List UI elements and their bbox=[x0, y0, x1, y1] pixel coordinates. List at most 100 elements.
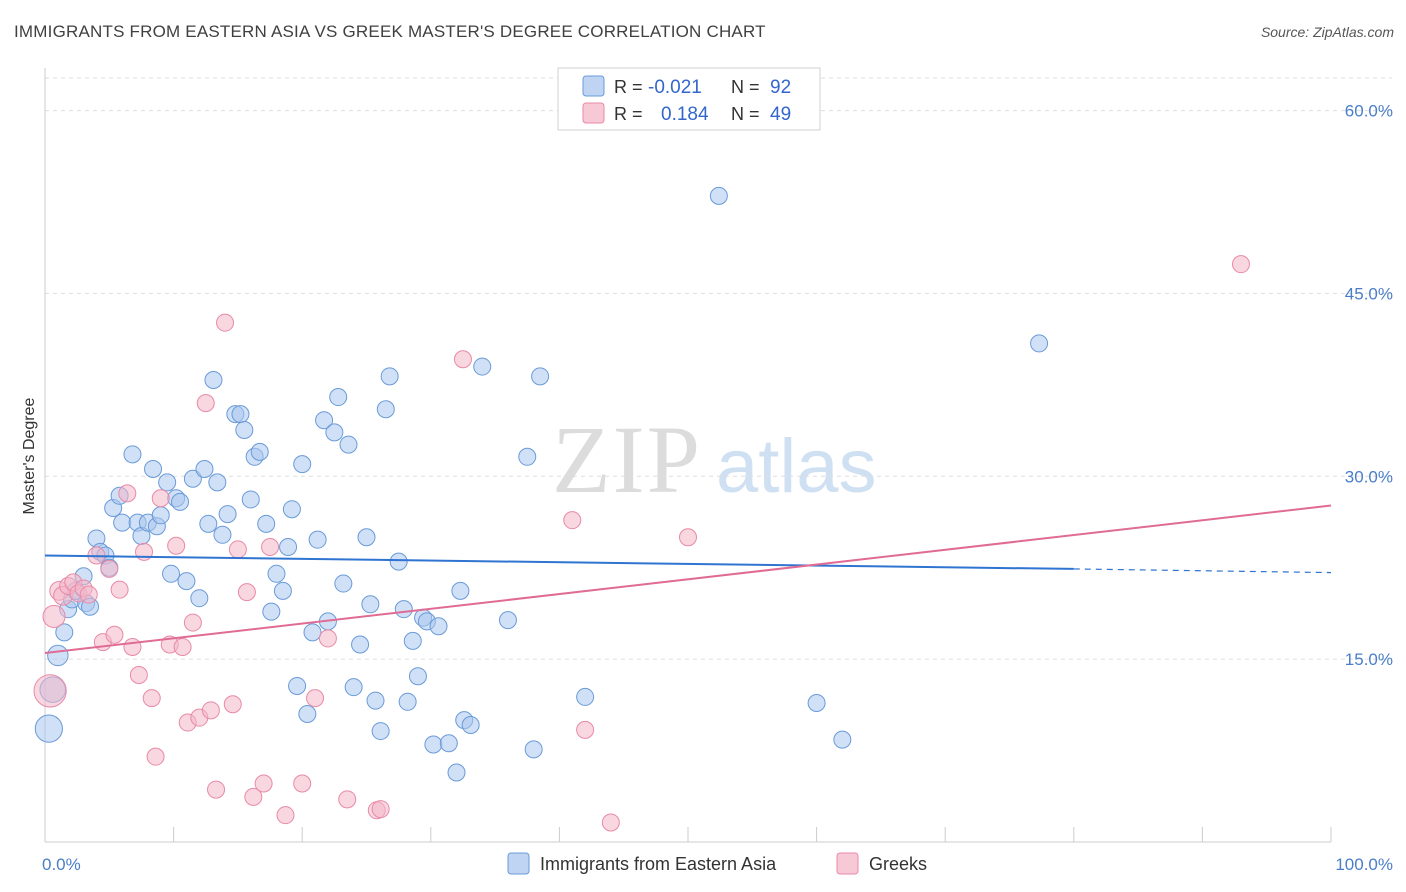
data-point-greeks bbox=[207, 780, 226, 799]
bottom-legend-label-blue: Immigrants from Eastern Asia bbox=[540, 854, 777, 874]
bottom-legend-label-pink: Greeks bbox=[869, 854, 927, 874]
data-point-eastern-asia bbox=[55, 623, 74, 642]
data-point-eastern-asia bbox=[183, 469, 202, 488]
data-point-greeks bbox=[318, 629, 337, 648]
data-point-eastern-asia bbox=[303, 623, 322, 642]
data-point-greeks bbox=[237, 583, 256, 602]
data-point-eastern-asia bbox=[403, 631, 422, 650]
data-point-eastern-asia bbox=[123, 445, 142, 464]
data-point-eastern-asia bbox=[518, 447, 537, 466]
data-point-eastern-asia bbox=[366, 691, 385, 710]
data-point-eastern-asia bbox=[195, 459, 214, 478]
data-point-eastern-asia bbox=[262, 602, 281, 621]
y-tick-label: 60.0% bbox=[1345, 102, 1393, 121]
chart-title: IMMIGRANTS FROM EASTERN ASIA VS GREEK MA… bbox=[14, 22, 766, 41]
legend-r-label-pink: R = bbox=[614, 104, 643, 124]
data-point-greeks bbox=[105, 625, 124, 644]
data-point-eastern-asia bbox=[807, 694, 826, 713]
data-point-greeks bbox=[293, 774, 312, 793]
data-point-greeks bbox=[261, 537, 280, 556]
data-point-eastern-asia bbox=[408, 667, 427, 686]
data-point-eastern-asia bbox=[250, 442, 269, 461]
data-point-eastern-asia bbox=[241, 490, 260, 509]
data-point-eastern-asia bbox=[351, 635, 370, 654]
source-label: Source: ZipAtlas.com bbox=[1260, 24, 1394, 40]
data-point-greeks bbox=[183, 613, 202, 632]
x-tick-label: 0.0% bbox=[42, 855, 81, 874]
data-point-greeks bbox=[110, 580, 129, 599]
legend-r-value-blue: -0.021 bbox=[648, 77, 702, 98]
legend-n-value-blue: 92 bbox=[770, 77, 791, 98]
data-point-greeks bbox=[118, 484, 137, 503]
data-point-eastern-asia bbox=[288, 676, 307, 695]
data-point-greeks bbox=[129, 665, 148, 684]
data-point-greeks bbox=[216, 313, 235, 332]
trendline-eastern-asia bbox=[44, 554, 1074, 570]
data-point-eastern-asia bbox=[282, 500, 301, 519]
data-point-greeks bbox=[453, 350, 472, 369]
data-point-greeks bbox=[371, 800, 390, 819]
data-point-greeks bbox=[244, 787, 263, 806]
data-point-eastern-asia bbox=[576, 687, 595, 706]
data-point-greeks bbox=[123, 637, 142, 656]
data-point-eastern-asia bbox=[451, 581, 470, 600]
data-point-greeks bbox=[142, 689, 161, 708]
data-point-greeks bbox=[306, 689, 325, 708]
data-point-eastern-asia bbox=[473, 357, 492, 376]
data-point-eastern-asia bbox=[361, 595, 380, 614]
y-tick-label: 45.0% bbox=[1345, 284, 1393, 303]
data-point-eastern-asia bbox=[334, 574, 353, 593]
data-point-eastern-asia bbox=[339, 435, 358, 454]
data-point-greeks bbox=[79, 585, 98, 604]
data-point-eastern-asia bbox=[279, 537, 298, 556]
watermark-zip: ZIP bbox=[552, 406, 702, 513]
data-point-eastern-asia bbox=[394, 600, 413, 619]
data-point-eastern-asia bbox=[218, 505, 237, 524]
data-point-eastern-asia bbox=[439, 734, 458, 753]
data-point-eastern-asia bbox=[524, 740, 543, 759]
data-point-eastern-asia bbox=[208, 473, 227, 492]
data-point-eastern-asia bbox=[389, 552, 408, 571]
data-point-greeks bbox=[100, 559, 119, 578]
data-point-eastern-asia bbox=[231, 405, 250, 424]
data-point-eastern-asia bbox=[1030, 334, 1049, 353]
data-point-eastern-asia bbox=[833, 730, 852, 749]
data-point-eastern-asia bbox=[380, 367, 399, 386]
data-point-eastern-asia bbox=[162, 564, 181, 583]
data-point-eastern-asia bbox=[190, 589, 209, 608]
data-point-greeks bbox=[196, 394, 215, 413]
data-point-greeks bbox=[576, 720, 595, 739]
data-point-eastern-asia bbox=[329, 388, 348, 407]
data-point-greeks bbox=[679, 528, 697, 547]
data-point-eastern-asia bbox=[371, 722, 390, 741]
data-point-eastern-asia bbox=[424, 735, 443, 754]
bottom-legend: Immigrants from Eastern Asia Greeks bbox=[507, 852, 927, 875]
legend-r-value-pink: 0.184 bbox=[661, 104, 709, 125]
data-point-eastern-asia bbox=[267, 564, 286, 583]
data-point-greeks bbox=[146, 747, 165, 766]
y-tick-label: 15.0% bbox=[1345, 650, 1393, 669]
bottom-legend-swatch-blue bbox=[507, 852, 530, 875]
data-point-eastern-asia bbox=[429, 617, 448, 636]
bottom-legend-swatch-pink bbox=[836, 852, 859, 875]
legend-n-value-pink: 49 bbox=[770, 104, 791, 125]
legend: R = -0.021 N = 92 R = 0.184 N = 49 bbox=[557, 67, 821, 131]
data-point-greeks bbox=[167, 536, 186, 555]
legend-r-label-blue: R = bbox=[614, 77, 643, 97]
data-point-eastern-asia bbox=[315, 411, 334, 430]
legend-swatch-blue bbox=[582, 75, 605, 97]
legend-swatch-pink bbox=[582, 102, 605, 124]
data-point-greeks bbox=[563, 511, 582, 530]
data-point-greeks bbox=[223, 695, 242, 714]
data-point-eastern-asia bbox=[34, 714, 63, 743]
data-point-eastern-asia bbox=[344, 678, 363, 697]
data-point-eastern-asia bbox=[47, 644, 69, 667]
data-point-eastern-asia bbox=[213, 525, 232, 544]
data-point-greeks bbox=[338, 790, 357, 809]
data-point-greeks bbox=[42, 604, 66, 629]
data-point-eastern-asia bbox=[199, 514, 218, 533]
data-point-eastern-asia bbox=[113, 513, 132, 532]
trendline-greeks bbox=[44, 504, 1332, 655]
data-point-eastern-asia bbox=[709, 186, 728, 205]
